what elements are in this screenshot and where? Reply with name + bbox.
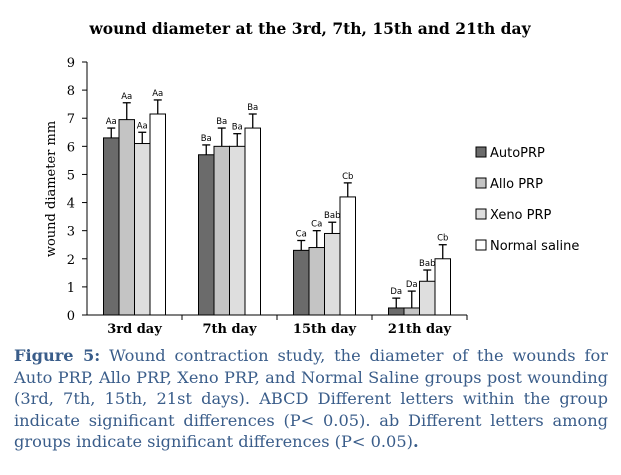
bar (118, 119, 135, 316)
chart-title: wound diameter at the 3rd, 7th, 15th and… (88, 19, 531, 38)
figure-caption: Figure 5: Wound contraction study, the d… (14, 345, 608, 453)
y-axis-label: wound diameter mm (44, 121, 59, 257)
legend-label: AutoPRP (490, 146, 545, 161)
y-tick-label: 5 (67, 168, 75, 183)
bar (324, 232, 341, 316)
bar (149, 113, 166, 316)
bar (308, 247, 325, 316)
bar (403, 307, 420, 316)
bar (213, 145, 230, 316)
caption-end: . (412, 432, 419, 451)
bar-label: Ca (311, 220, 322, 230)
legend-label: Normal saline (490, 239, 579, 254)
bar-label: Bab (324, 211, 340, 221)
x-tick-label: 3rd day (107, 322, 162, 337)
bar-label: Ba (247, 103, 258, 113)
y-tick-label: 8 (67, 84, 75, 99)
bar-label: Ba (201, 134, 212, 144)
y-tick-label: 9 (67, 56, 75, 71)
chart: wound diameter at the 3rd, 7th, 15th and… (44, 19, 579, 337)
caption-label: Figure 5: (14, 346, 101, 365)
legend: AutoPRP Allo PRP Xeno PRP Normal saline (475, 146, 579, 254)
bar-label: Aa (152, 89, 163, 99)
legend-label: Xeno PRP (490, 208, 552, 223)
legend-label: Allo PRP (490, 177, 543, 192)
bar (293, 249, 310, 316)
bar (198, 154, 215, 316)
bar (419, 280, 436, 316)
bar-label: Ca (296, 230, 307, 240)
bar (134, 143, 151, 316)
x-tick-label: 15th day (293, 322, 357, 337)
bar (388, 307, 405, 316)
bar-label: Aa (137, 121, 148, 131)
y-tick-label: 2 (67, 253, 75, 268)
x-tick-label: 7th day (202, 322, 257, 337)
bar (103, 137, 120, 316)
legend-swatch (475, 177, 487, 189)
bar-label: Da (390, 287, 402, 297)
caption-text: Wound contraction study, the diameter of… (14, 346, 608, 451)
y-axis: 0 1 2 3 4 5 6 7 8 9 (67, 56, 88, 324)
legend-swatch (475, 146, 487, 158)
bar-label: Bab (419, 259, 435, 269)
bar-label: Ba (232, 123, 243, 133)
x-axis: 3rd day 7th day 15th day 21th day (87, 314, 468, 337)
bar-label: Da (406, 280, 418, 290)
bar-label: Cb (437, 234, 448, 244)
bar-label: Aa (106, 117, 117, 127)
bar (244, 127, 261, 316)
x-tick-label: 21th day (388, 322, 452, 337)
bar-label: Cb (342, 172, 353, 182)
y-tick-label: 3 (67, 225, 75, 240)
y-tick-label: 6 (67, 140, 75, 155)
legend-swatch (475, 239, 487, 251)
bar-label: Ba (216, 117, 227, 127)
bar (339, 196, 356, 316)
bar (434, 258, 451, 316)
bar (229, 145, 246, 316)
bar-label: Aa (121, 92, 132, 102)
y-tick-label: 4 (67, 197, 75, 212)
y-tick-label: 7 (67, 112, 75, 127)
legend-swatch (475, 208, 487, 220)
y-tick-label: 1 (67, 281, 75, 296)
y-tick-label: 0 (67, 309, 75, 324)
